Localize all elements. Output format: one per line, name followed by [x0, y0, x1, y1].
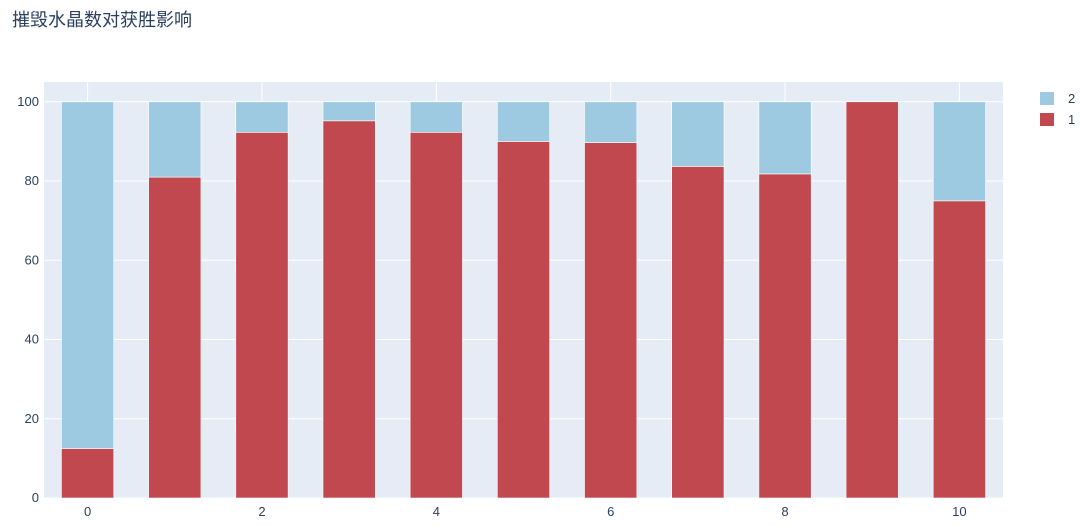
bar-series-2-cat-0 — [61, 101, 115, 449]
x-tick-label: 10 — [952, 504, 966, 519]
bar-series-1-cat-9 — [845, 101, 899, 499]
bar-series-2-cat-10 — [932, 101, 986, 202]
bar-series-2-cat-1 — [148, 101, 202, 178]
x-tick-label: 8 — [781, 504, 788, 519]
bar-series-2-cat-3 — [322, 101, 376, 122]
legend-swatch-1 — [1040, 113, 1054, 126]
bar-series-1-cat-10 — [932, 200, 986, 499]
bars — [61, 101, 986, 499]
bar-series-2-cat-2 — [235, 101, 289, 133]
bar-series-2-cat-4 — [409, 101, 463, 133]
y-tick-label: 100 — [17, 94, 39, 109]
bar-series-1-cat-6 — [584, 142, 638, 499]
bar-series-1-cat-1 — [148, 176, 202, 499]
legend: 21 — [1040, 91, 1075, 127]
y-tick-label: 20 — [25, 411, 39, 426]
legend-label-2: 2 — [1068, 91, 1075, 106]
axis-tick-labels: 0 20 40 60 80 100 0 2 4 6 8 10 — [17, 94, 966, 519]
chart-title: 摧毁水晶数对获胜影响 — [12, 10, 192, 31]
bar-series-1-cat-8 — [758, 173, 812, 499]
bar-series-1-cat-7 — [671, 166, 725, 499]
bar-series-2-cat-8 — [758, 101, 812, 175]
y-tick-label: 80 — [25, 173, 39, 188]
bar-series-2-cat-5 — [497, 101, 550, 142]
y-tick-label: 60 — [25, 252, 39, 267]
bar-series-2-cat-7 — [671, 101, 725, 167]
y-tick-label: 0 — [32, 490, 39, 505]
bar-series-2-cat-6 — [584, 101, 638, 143]
legend-label-1: 1 — [1068, 112, 1075, 127]
x-tick-label: 2 — [258, 504, 265, 519]
x-tick-label: 0 — [84, 504, 91, 519]
bar-series-1-cat-2 — [235, 132, 289, 499]
y-tick-label: 40 — [25, 332, 39, 347]
bar-series-1-cat-0 — [61, 448, 115, 499]
x-tick-label: 4 — [433, 504, 440, 519]
x-tick-label: 6 — [607, 504, 614, 519]
bar-series-1-cat-3 — [322, 120, 376, 499]
bar-series-1-cat-5 — [497, 141, 550, 499]
bar-series-1-cat-4 — [409, 132, 463, 499]
legend-swatch-2 — [1040, 92, 1054, 105]
